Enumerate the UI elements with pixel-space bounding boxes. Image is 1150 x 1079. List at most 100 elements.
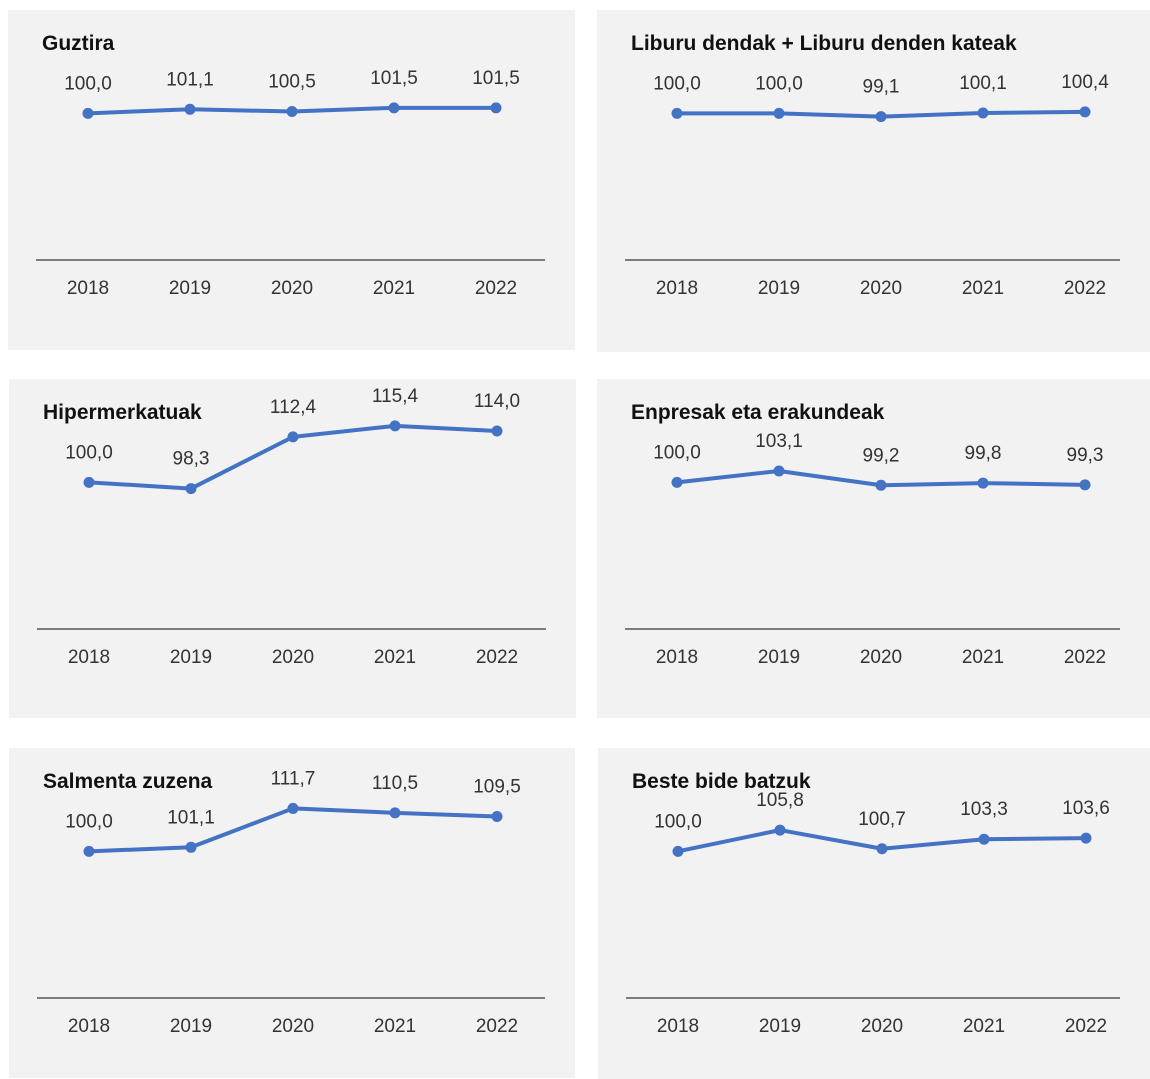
data-label: 100,0 (654, 811, 702, 832)
x-tick-label: 2022 (476, 1016, 518, 1037)
data-point (1079, 106, 1091, 118)
data-label: 100,0 (755, 73, 803, 94)
line-chart: 2018 2019 2020 2021 2022 100,0 103,1 99,2 99,8 99… (625, 431, 1120, 668)
data-label: 99,3 (1067, 445, 1104, 466)
x-tick-label: 2021 (962, 278, 1004, 299)
line-chart: 2018 2019 2020 2021 2022 100,0 105,8 100,7 103,3… (626, 790, 1120, 1037)
x-tick-label: 2022 (1064, 278, 1106, 299)
x-tick-label: 2019 (758, 647, 800, 668)
data-label: 99,1 (863, 77, 900, 98)
x-tick-label: 2020 (271, 278, 313, 299)
data-label: 112,4 (270, 397, 317, 418)
data-point (876, 843, 888, 855)
data-label: 101,1 (167, 807, 215, 828)
data-label: 99,8 (965, 443, 1002, 464)
x-tick-label: 2019 (169, 278, 211, 299)
line-chart: 2018 2019 2020 2021 2022 100,0 98,3 112,4 115,4 1… (37, 386, 546, 668)
data-label: 101,1 (166, 69, 214, 90)
chart-panel-enpresak: Enpresak eta erakundeak 2018 2019 2020 2021… (597, 379, 1150, 718)
chart-panel-guztira: Guztira 2018 2019 2020 2021 2022 100,0 101,1 10… (8, 10, 575, 350)
chart-title: Guztira (42, 32, 115, 55)
chart-panel-beste-bide: Beste bide batzuk 2018 2019 2020 2021 2022 10… (598, 748, 1150, 1079)
data-point (388, 102, 400, 114)
data-label: 109,5 (473, 777, 521, 798)
data-label: 105,8 (756, 790, 804, 811)
chart-panel-liburu-dendak: Liburu dendak + Liburu denden kateak 201… (597, 10, 1150, 352)
data-point (185, 483, 197, 495)
data-point (671, 107, 683, 119)
x-tick-label: 2020 (272, 647, 314, 668)
data-point (389, 420, 401, 432)
data-point (875, 479, 887, 491)
x-tick-label: 2018 (656, 278, 698, 299)
x-tick-label: 2018 (657, 1016, 699, 1037)
chart-title: Beste bide batzuk (632, 770, 811, 793)
data-point (389, 807, 401, 819)
x-tick-label: 2020 (860, 278, 902, 299)
x-tick-label: 2022 (475, 278, 517, 299)
line-chart: 2018 2019 2020 2021 2022 100,0 101,1 111,7 110,5… (37, 768, 545, 1037)
data-point (286, 106, 298, 117)
x-tick-label: 2021 (374, 647, 416, 668)
x-tick-label: 2021 (963, 1016, 1005, 1037)
line-chart: 2018 2019 2020 2021 2022 100,0 101,1 100,5 101,5… (36, 68, 545, 299)
data-label: 103,3 (960, 799, 1008, 820)
x-tick-label: 2020 (272, 1016, 314, 1037)
data-point (185, 841, 197, 853)
data-point (1079, 479, 1091, 491)
x-tick-label: 2018 (68, 647, 110, 668)
x-tick-label: 2020 (861, 1016, 903, 1037)
data-point (491, 811, 503, 822)
data-label: 100,1 (959, 73, 1007, 94)
x-tick-label: 2021 (374, 1016, 416, 1037)
x-tick-label: 2019 (759, 1016, 801, 1037)
data-point (287, 802, 299, 814)
data-point (774, 824, 786, 836)
line-chart: 2018 2019 2020 2021 2022 100,0 100,0 99,1 100,1 1… (625, 72, 1120, 299)
chart-title: Liburu dendak + Liburu denden kateak (631, 32, 1017, 55)
chart-panel-hipermerkatuak: Hipermerkatuak 2018 2019 2020 2021 2022 100,0… (9, 379, 576, 718)
data-label: 101,5 (472, 68, 520, 89)
series-line (87, 806, 499, 854)
x-tick-label: 2019 (170, 1016, 212, 1037)
data-point (287, 431, 299, 443)
data-label: 100,5 (268, 72, 316, 93)
chart-title: Enpresak eta erakundeak (631, 401, 885, 424)
data-label: 103,1 (755, 431, 803, 452)
x-tick-label: 2018 (67, 278, 109, 299)
data-point (773, 107, 785, 119)
data-point (773, 465, 785, 477)
data-point (875, 111, 887, 123)
data-label: 99,2 (863, 445, 900, 466)
data-point (672, 845, 684, 857)
data-point (1080, 832, 1092, 844)
x-tick-label: 2021 (373, 278, 415, 299)
data-point (184, 103, 196, 115)
x-tick-label: 2018 (656, 647, 698, 668)
data-label: 110,5 (372, 773, 418, 794)
data-label: 103,6 (1062, 798, 1110, 819)
x-tick-label: 2022 (1065, 1016, 1107, 1037)
data-point (978, 833, 990, 845)
x-tick-label: 2018 (68, 1016, 110, 1037)
data-point (490, 102, 502, 114)
data-label: 100,0 (65, 811, 113, 832)
data-point (82, 107, 94, 119)
data-label: 100,0 (653, 73, 701, 94)
x-tick-label: 2022 (1064, 647, 1106, 668)
data-label: 115,4 (372, 386, 419, 407)
x-tick-label: 2019 (758, 278, 800, 299)
chart-title: Hipermerkatuak (43, 401, 202, 424)
data-label: 111,7 (271, 768, 316, 789)
x-tick-label: 2020 (860, 647, 902, 668)
data-point (83, 845, 95, 857)
chart-title: Salmenta zuzena (43, 770, 213, 793)
chart-panel-salmenta-zuzena: Salmenta zuzena 2018 2019 2020 2021 2022 100,… (9, 748, 575, 1078)
data-point (977, 477, 989, 489)
data-label: 114,0 (474, 391, 520, 412)
data-label: 101,5 (370, 68, 418, 89)
data-label: 100,0 (64, 73, 112, 94)
data-label: 100,0 (65, 442, 113, 463)
data-point (977, 107, 989, 119)
x-tick-label: 2021 (962, 647, 1004, 668)
